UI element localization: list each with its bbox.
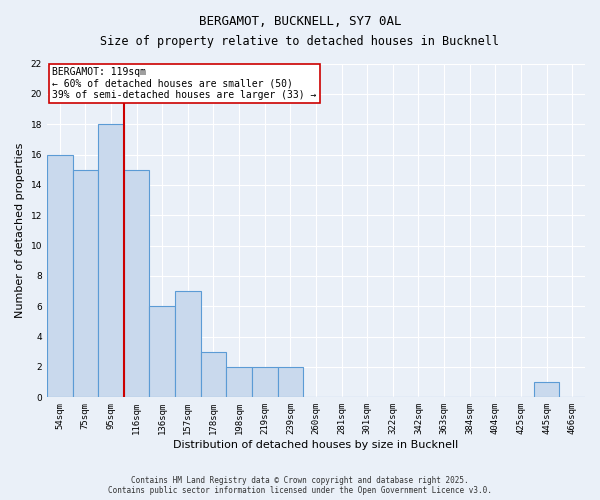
Bar bbox=[200, 352, 226, 398]
Text: BERGAMOT: 119sqm
← 60% of detached houses are smaller (50)
39% of semi-detached : BERGAMOT: 119sqm ← 60% of detached house… bbox=[52, 66, 317, 100]
Text: Size of property relative to detached houses in Bucknell: Size of property relative to detached ho… bbox=[101, 35, 499, 48]
Bar bbox=[149, 306, 175, 398]
Bar bbox=[278, 367, 303, 398]
Y-axis label: Number of detached properties: Number of detached properties bbox=[15, 142, 25, 318]
X-axis label: Distribution of detached houses by size in Bucknell: Distribution of detached houses by size … bbox=[173, 440, 458, 450]
Bar bbox=[73, 170, 98, 398]
Bar bbox=[534, 382, 559, 398]
Bar bbox=[98, 124, 124, 398]
Text: Contains HM Land Registry data © Crown copyright and database right 2025.
Contai: Contains HM Land Registry data © Crown c… bbox=[108, 476, 492, 495]
Text: BERGAMOT, BUCKNELL, SY7 0AL: BERGAMOT, BUCKNELL, SY7 0AL bbox=[199, 15, 401, 28]
Bar bbox=[175, 291, 200, 398]
Bar bbox=[47, 154, 73, 398]
Bar bbox=[226, 367, 252, 398]
Bar bbox=[124, 170, 149, 398]
Bar bbox=[252, 367, 278, 398]
